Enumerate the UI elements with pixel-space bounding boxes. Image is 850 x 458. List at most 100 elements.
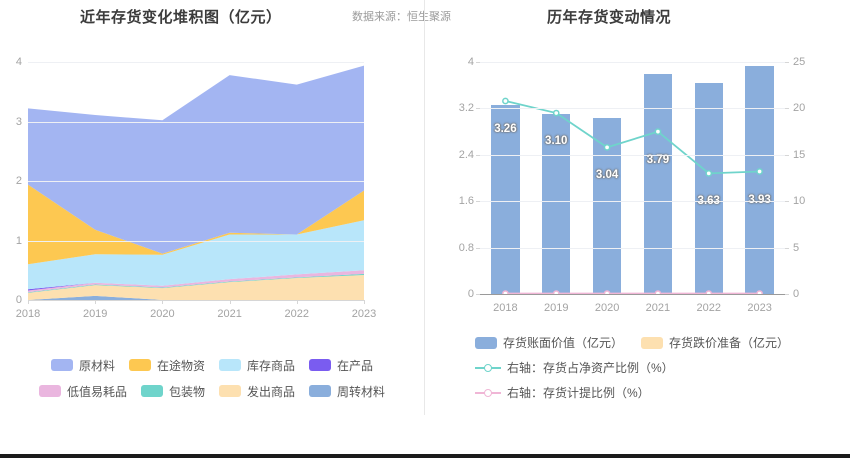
legend-line-marker-icon <box>475 362 501 374</box>
gridline <box>28 121 364 123</box>
x-axis-tick: 2018 <box>493 302 518 314</box>
right-chart-legend: 存货账面价值（亿元） 存货跌价准备（亿元） 右轴：存货占净资产比例（%） 右轴：存… <box>425 330 850 405</box>
y-axis-right-tick: 5 <box>793 241 800 254</box>
x-axis-tick: 2021 <box>645 302 671 314</box>
area-series-库存商品 <box>28 220 364 290</box>
y-axis-left-tickmark <box>476 108 480 110</box>
panel-divider <box>424 0 425 415</box>
bar-value-label: 3.10 <box>545 135 568 148</box>
legend-label: 存货跌价准备（亿元） <box>669 336 790 350</box>
y-axis-left-tick: 1.6 <box>458 195 474 208</box>
y-axis-left-tick: 0 <box>467 288 474 300</box>
stacked-area-svg <box>28 65 364 300</box>
legend-swatch-icon <box>38 385 61 397</box>
legend-label: 在产品 <box>337 358 374 373</box>
legend-label: 包装物 <box>168 384 205 399</box>
y-axis-right-tickmark <box>785 247 789 249</box>
y-axis-right-tickmark <box>785 154 789 156</box>
legend-item-低值易耗品[interactable]: 低值易耗品 <box>38 383 127 400</box>
bar-value-label: 3.26 <box>494 122 517 135</box>
x-axis-tick: 2019 <box>544 302 569 314</box>
legend-item-在途物资[interactable]: 在途物资 <box>128 357 205 374</box>
x-axis-tick: 2020 <box>594 302 620 314</box>
y-axis-left-tickmark <box>476 62 480 63</box>
legend-swatch-icon <box>128 359 151 371</box>
y-axis-right-tick: 10 <box>793 195 806 208</box>
y-axis-right-tick: 25 <box>793 56 806 68</box>
x-axis-tick: 2022 <box>284 308 310 320</box>
legend-item-原材料[interactable]: 原材料 <box>50 357 115 374</box>
y-axis-tick: 3 <box>15 115 22 128</box>
bar-value-label: 3.04 <box>595 169 619 182</box>
area-series-发出商品 <box>28 275 364 300</box>
legend-item-周转材料[interactable]: 周转材料 <box>309 383 385 400</box>
legend-item-发出商品[interactable]: 发出商品 <box>219 383 295 400</box>
legend-item-存货跌价准备（亿元）[interactable]: 存货跌价准备（亿元） <box>641 334 789 351</box>
y-axis-left-tickmark <box>476 201 480 203</box>
y-axis-left-tickmark <box>476 247 480 249</box>
legend-label: 周转材料 <box>337 384 386 399</box>
y-axis-left-tick: 4 <box>467 56 474 68</box>
legend-item-库存商品[interactable]: 库存商品 <box>219 357 295 374</box>
y-axis-right-tick: 20 <box>793 102 806 115</box>
x-axis-tickmark <box>162 300 164 304</box>
y-axis-tick: 1 <box>15 234 22 247</box>
stacked-area-chart-panel: 近年存货变化堆积图（亿元） 0 1 2 3 4 2018 2019 2020 2021 2022 2… <box>0 0 424 415</box>
trend-lines-svg <box>502 97 763 294</box>
x-axis-tick: 2019 <box>82 308 108 320</box>
bar-2023[interactable] <box>745 66 774 294</box>
legend-label: 存货账面价值（亿元） <box>503 336 624 350</box>
gridline <box>480 108 785 110</box>
y-axis-left-tickmark <box>476 154 480 156</box>
legend-item-右轴：存货计提比例（%）[interactable]: 右轴：存货计提比例（%） <box>475 384 650 401</box>
gridline <box>28 181 364 182</box>
legend-label: 发出商品 <box>247 384 296 399</box>
gridline <box>28 62 364 63</box>
y-axis-left-tickmark <box>476 294 480 295</box>
x-axis-tickmark <box>95 300 97 304</box>
x-axis-tick: 2022 <box>696 302 721 314</box>
legend-label: 库存商品 <box>247 358 296 373</box>
legend-item-在产品[interactable]: 在产品 <box>309 357 373 374</box>
area-series-原材料 <box>28 65 364 254</box>
y-axis-right-tickmark <box>785 62 789 63</box>
x-axis-tick: 2018 <box>15 308 41 320</box>
bar-2022[interactable] <box>694 83 723 294</box>
gridline <box>480 201 785 203</box>
area-series-包装物 <box>28 273 364 293</box>
bar-value-label: 3.79 <box>646 153 670 166</box>
legend-label: 在途物资 <box>156 358 205 373</box>
legend-swatch-icon <box>309 359 332 371</box>
gridline <box>480 247 785 249</box>
legend-item-存货账面价值（亿元）[interactable]: 存货账面价值（亿元） <box>475 334 623 351</box>
y-axis-right-tick: 0 <box>793 288 800 300</box>
y-axis-tick: 0 <box>15 294 22 306</box>
y-axis-right-tick: 15 <box>793 148 806 161</box>
y-axis-tick: 2 <box>15 175 22 187</box>
gridline <box>480 62 785 63</box>
x-axis-tickmark <box>296 300 298 304</box>
area-series-在途物资 <box>28 184 364 265</box>
legend-swatch-icon <box>50 359 73 371</box>
left-chart-legend: 原材料 在途物资 库存商品 在产品 低值易耗品 包装物 发出商品 周转材料 <box>0 352 424 404</box>
bar-2020[interactable] <box>592 117 622 294</box>
line-point <box>502 97 509 105</box>
x-axis-tick: 2023 <box>351 308 377 320</box>
inventory-bar-chart-panel: 历年存货变动情况 3.26 3.10 3.04 3.79 3.63 3.93 0 0.8 1.… <box>425 0 850 415</box>
y-axis-right-tickmark <box>785 294 789 295</box>
legend-swatch-icon <box>309 385 332 397</box>
x-axis-tickmark <box>229 300 231 304</box>
data-source-note: 数据来源：恒生聚源 <box>352 11 451 23</box>
legend-swatch-icon <box>219 359 241 371</box>
bar-2021[interactable] <box>643 74 673 294</box>
y-axis-left-tick: 2.4 <box>458 148 474 161</box>
x-axis-tick: 2023 <box>747 302 772 314</box>
legend-item-包装物[interactable]: 包装物 <box>140 383 205 400</box>
y-axis-left-tick: 3.2 <box>458 102 474 115</box>
y-axis-left-tick: 0.8 <box>458 241 474 254</box>
legend-item-右轴：存货占净资产比例（%）[interactable]: 右轴：存货占净资产比例（%） <box>475 359 674 376</box>
legend-swatch-icon <box>140 385 163 397</box>
x-axis-tick: 2021 <box>217 308 242 320</box>
area-series-低值易耗品 <box>28 270 364 293</box>
legend-swatch-icon <box>475 336 497 349</box>
